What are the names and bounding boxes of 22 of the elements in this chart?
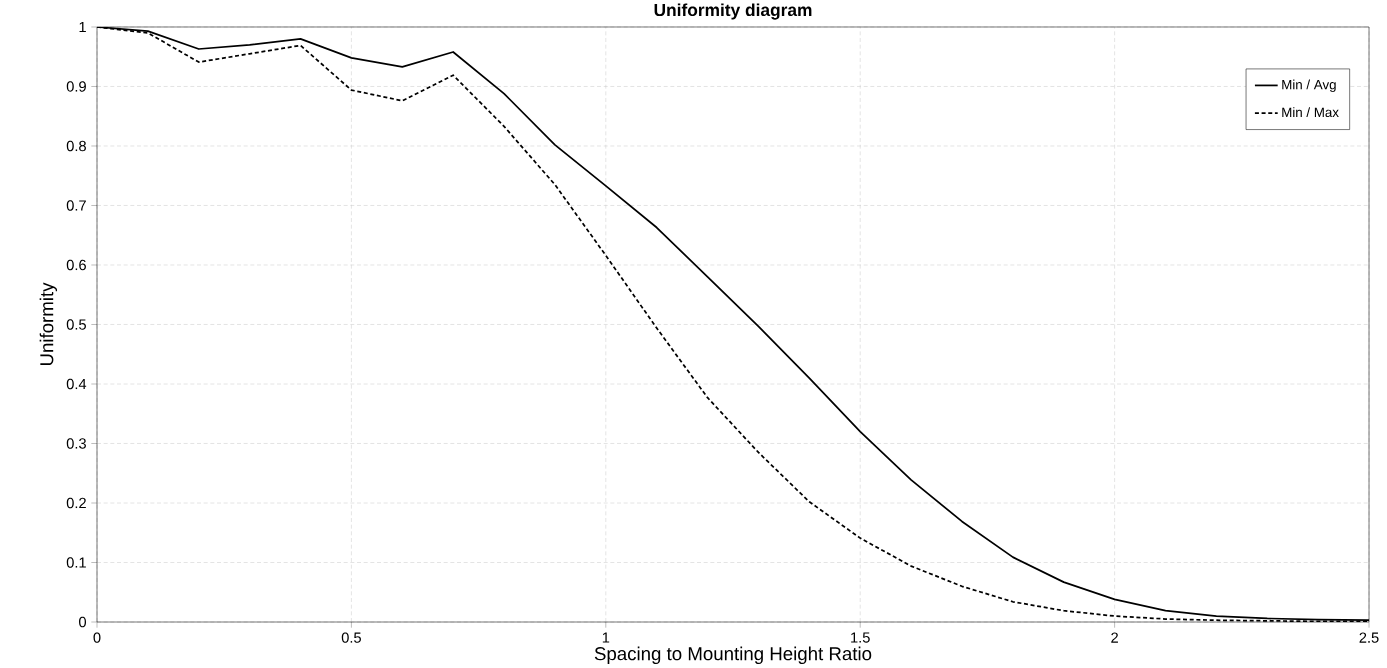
legend-label: Min / Avg: [1282, 79, 1336, 93]
y-tick-label: 0.3: [66, 438, 86, 449]
x-tick-label: 1.5: [851, 632, 870, 643]
y-tick-label: 0.2: [66, 497, 86, 509]
y-tick-label: 0.6: [66, 259, 86, 271]
y-tick-label: 0.4: [66, 378, 87, 390]
y-tick-label: 0.5: [66, 319, 86, 330]
x-axis-title: Spacing to Mounting Height Ratio: [594, 646, 872, 664]
y-tick-label: 0.9: [66, 81, 86, 92]
y-tick-label: 0.8: [66, 140, 86, 152]
y-axis-title: Uniformity: [39, 282, 58, 366]
x-tick-label: 0: [93, 632, 101, 643]
y-tick-label: 0.1: [66, 557, 86, 568]
legend-label: Min / Max: [1282, 107, 1339, 118]
y-tick-label: 0.7: [66, 200, 86, 211]
x-tick-label: 2: [1111, 632, 1118, 643]
x-tick-label: 2.5: [1359, 632, 1379, 643]
y-tick-label: 0: [79, 616, 87, 628]
x-tick-label: 1: [602, 632, 610, 643]
chart-title: Uniformity diagram: [654, 3, 812, 20]
x-tick-label: 0.5: [341, 632, 361, 643]
y-tick-label: 1: [79, 21, 86, 33]
